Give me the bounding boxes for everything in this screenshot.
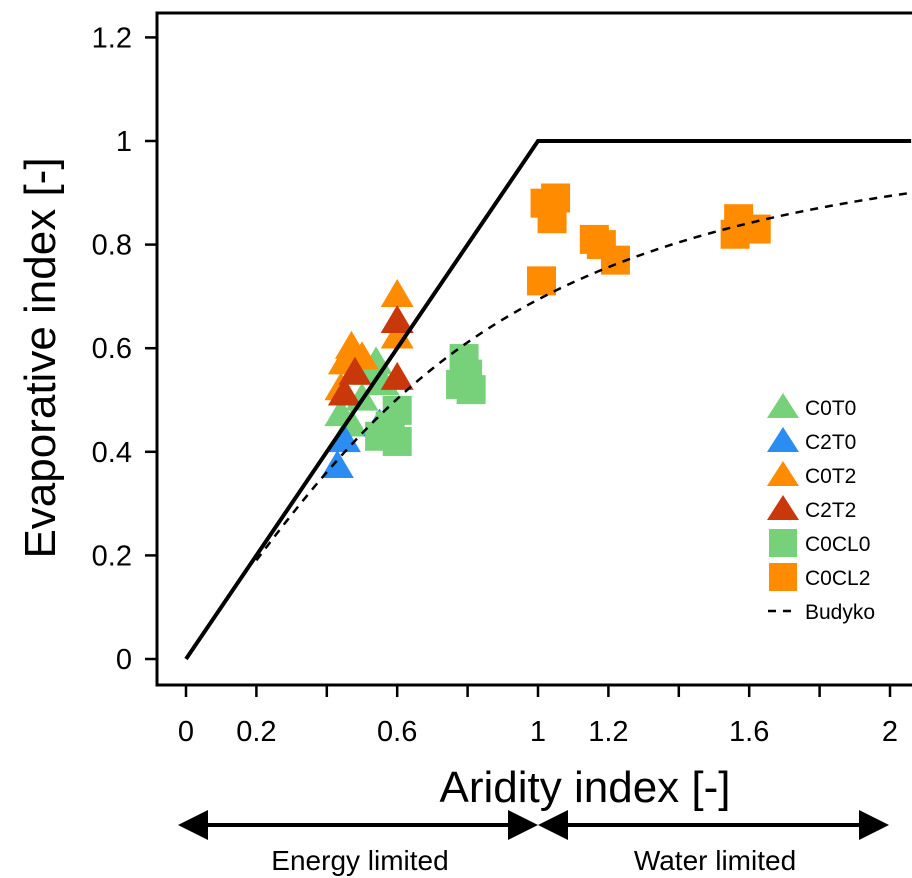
energy-limited-label: Energy limited	[271, 845, 448, 876]
point-c2t2	[380, 361, 414, 390]
series-c2t2	[327, 304, 414, 406]
point-c0t2	[380, 279, 414, 308]
point-c0cl2	[541, 183, 571, 213]
x-tick-label: 0.2	[236, 716, 276, 748]
point-c2t2	[327, 377, 361, 406]
legend-label-c2t2: C2T2	[805, 499, 856, 522]
y-tick-label: 0.6	[92, 333, 132, 365]
legend-marker-c0t2	[767, 461, 799, 486]
x-tick-label: 1.6	[729, 716, 769, 748]
y-axis-title: Evaporative index [-]	[16, 157, 65, 558]
legend-marker-c2t2	[767, 495, 799, 520]
x-axis-title: Aridity index [-]	[440, 763, 731, 812]
point-c0t2	[380, 320, 414, 349]
x-tick-label: 1	[530, 716, 546, 748]
point-c2t2	[338, 356, 372, 385]
legend-label-c0t2: C0T2	[805, 465, 856, 488]
point-c0cl0	[382, 426, 412, 456]
axis-layer: 0 0.2 0.6 1 1.2 1.6 2 0 0.2 0.4 0.6 0.8 1 1.2 Aridity …	[16, 11, 912, 812]
budyko-curve	[255, 191, 912, 562]
water-limited-arrow-right	[859, 810, 889, 840]
x-tick-label: 0.6	[377, 716, 417, 748]
y-tick-label: 1.2	[92, 22, 132, 54]
y-tick-label: 0	[116, 644, 132, 676]
point-c0cl0	[456, 375, 486, 405]
legend-label-c0cl0: C0CL0	[805, 533, 870, 556]
legend-label-c0t0: C0T0	[805, 397, 856, 420]
legend-marker-c2t0	[767, 427, 799, 452]
legend-marker-c0cl2	[769, 563, 797, 591]
point-c0cl2	[741, 214, 771, 244]
x-tick-label: 0	[178, 716, 194, 748]
legend-label-budyko: Budyko	[805, 601, 875, 624]
plot-frame	[155, 11, 912, 687]
water-limited-label: Water limited	[634, 845, 796, 876]
legend-label-c0cl2: C0CL2	[805, 567, 870, 590]
point-c2t0	[320, 449, 354, 478]
y-tick-label: 1	[116, 126, 132, 158]
legend: C0T0 C2T0 C0T2 C2T2 C0CL0 C0CL2 Budyko	[767, 393, 875, 624]
legend-marker-c0t0	[767, 393, 799, 418]
legend-label-c2t0: C2T0	[805, 431, 856, 454]
energy-limited-arrow-right	[508, 810, 538, 840]
y-tick-label: 0.4	[92, 437, 132, 469]
x-tick-label: 1.2	[588, 716, 628, 748]
series-c0cl0	[365, 344, 486, 456]
plot-layer	[184, 139, 912, 661]
series-c0cl2	[527, 183, 771, 296]
energy-limited-arrow-left	[178, 810, 208, 840]
regime-annotations: Energy limited Water limited	[178, 810, 889, 876]
point-c2t2	[380, 304, 414, 333]
y-tick-label: 0.2	[92, 540, 132, 572]
x-tick-label: 2	[882, 716, 898, 748]
legend-marker-c0cl0	[769, 529, 797, 557]
point-c0cl0	[382, 395, 412, 425]
point-c0cl2	[527, 266, 557, 296]
water-limited-arrow-left	[538, 810, 568, 840]
y-tick-label: 0.8	[92, 230, 132, 262]
limit-line	[184, 139, 912, 661]
